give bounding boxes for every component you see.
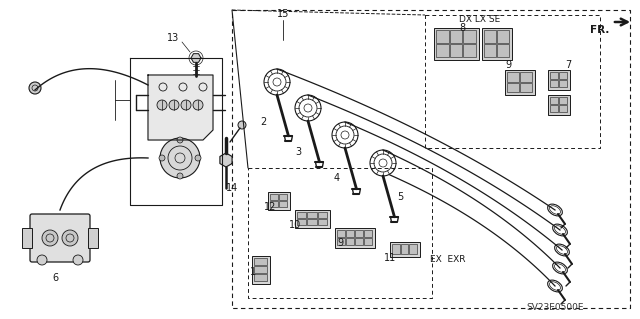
Circle shape — [42, 230, 58, 246]
Bar — [88, 228, 98, 248]
Circle shape — [157, 100, 167, 110]
Text: 10: 10 — [289, 220, 301, 230]
Bar — [297, 219, 307, 225]
Bar — [497, 30, 509, 43]
Circle shape — [238, 121, 246, 129]
Circle shape — [193, 100, 203, 110]
Bar — [392, 244, 399, 254]
Bar — [436, 44, 449, 57]
Text: 2: 2 — [260, 117, 266, 127]
Bar — [520, 72, 532, 81]
Bar — [548, 70, 570, 90]
Bar — [390, 242, 420, 257]
Bar — [559, 80, 567, 87]
Bar — [317, 212, 327, 218]
Bar — [295, 210, 330, 228]
Circle shape — [177, 137, 183, 143]
Bar — [559, 72, 567, 79]
Bar — [463, 30, 476, 43]
Bar — [317, 219, 327, 225]
Text: FR.: FR. — [589, 25, 609, 35]
Text: 5: 5 — [397, 192, 403, 202]
Bar — [270, 194, 278, 200]
Polygon shape — [191, 54, 201, 62]
Circle shape — [181, 100, 191, 110]
Bar — [307, 212, 317, 218]
Circle shape — [62, 230, 78, 246]
Bar — [436, 30, 449, 43]
Bar — [410, 244, 417, 254]
Bar — [355, 238, 363, 245]
Bar — [484, 44, 496, 57]
Text: 11: 11 — [384, 253, 396, 263]
Bar — [270, 201, 278, 207]
Bar — [450, 30, 462, 43]
Polygon shape — [148, 75, 213, 140]
Bar — [507, 72, 519, 81]
Text: 13: 13 — [167, 33, 179, 43]
Bar — [550, 105, 558, 112]
Bar — [335, 228, 375, 248]
Text: 15: 15 — [277, 9, 289, 19]
Text: 12: 12 — [264, 202, 276, 212]
Bar — [279, 194, 287, 200]
Circle shape — [159, 155, 165, 161]
Bar — [337, 238, 345, 245]
Bar — [252, 256, 270, 284]
Bar — [364, 238, 372, 245]
Bar — [355, 230, 363, 237]
Text: 9: 9 — [505, 60, 511, 70]
Circle shape — [37, 255, 47, 265]
Bar — [559, 97, 567, 104]
Text: 4: 4 — [334, 173, 340, 183]
Bar — [548, 95, 570, 115]
Bar — [507, 83, 519, 92]
Bar — [254, 274, 267, 281]
Bar — [364, 230, 372, 237]
Bar — [346, 230, 354, 237]
Text: 9: 9 — [337, 238, 343, 248]
Circle shape — [160, 138, 200, 178]
Bar — [307, 219, 317, 225]
Text: DX LX SE: DX LX SE — [459, 16, 500, 25]
Bar — [279, 201, 287, 207]
FancyBboxPatch shape — [30, 214, 90, 262]
Bar — [346, 238, 354, 245]
Circle shape — [73, 255, 83, 265]
Bar — [268, 192, 290, 210]
Circle shape — [195, 155, 201, 161]
Circle shape — [169, 100, 179, 110]
Bar — [550, 97, 558, 104]
Circle shape — [29, 82, 41, 94]
Bar — [497, 44, 509, 57]
Bar — [450, 44, 462, 57]
Bar — [550, 80, 558, 87]
Text: 1: 1 — [250, 267, 256, 277]
Bar — [505, 70, 535, 95]
Text: 8: 8 — [459, 23, 465, 33]
Bar — [559, 105, 567, 112]
Bar — [520, 83, 532, 92]
Text: SV23E0500E: SV23E0500E — [526, 303, 584, 313]
Bar — [482, 28, 512, 60]
Bar — [22, 228, 32, 248]
Bar — [484, 30, 496, 43]
Bar — [401, 244, 408, 254]
Bar — [254, 266, 267, 273]
Bar — [463, 44, 476, 57]
Bar — [337, 230, 345, 237]
Text: 14: 14 — [226, 183, 238, 193]
Bar — [297, 212, 307, 218]
Bar — [550, 72, 558, 79]
Text: EX  EXR: EX EXR — [430, 256, 465, 264]
Circle shape — [177, 173, 183, 179]
Text: 3: 3 — [295, 147, 301, 157]
Text: 6: 6 — [52, 273, 58, 283]
Bar — [254, 258, 267, 265]
Polygon shape — [220, 153, 232, 167]
Bar — [434, 28, 479, 60]
Text: 7: 7 — [565, 60, 571, 70]
